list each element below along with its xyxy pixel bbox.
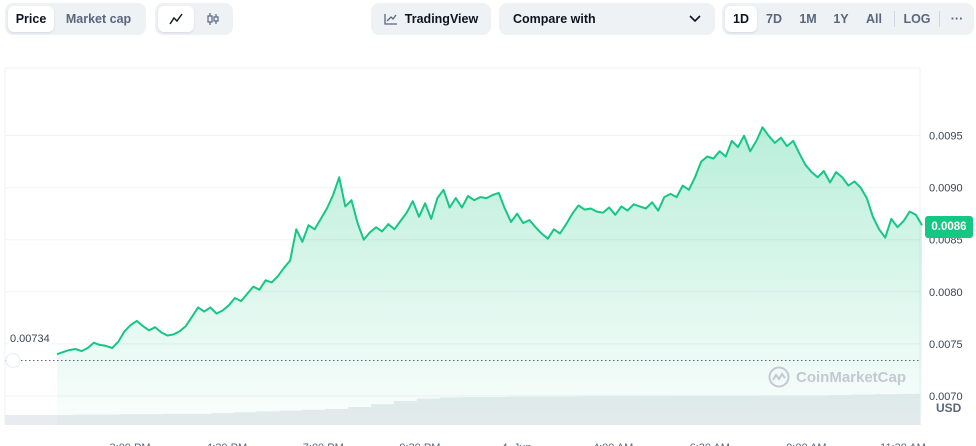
x-tick-label: 9:00 AM (786, 442, 826, 446)
x-tick-label: 4. Jun (502, 442, 532, 446)
log-scale-button[interactable]: LOG (903, 12, 931, 26)
toolbar-divider (894, 11, 895, 27)
y-tick-label: 0.0075 (929, 339, 963, 351)
chart-style-switch (155, 3, 233, 35)
toolbar-divider (939, 11, 940, 27)
range-7d-button[interactable]: 7D (766, 12, 782, 26)
x-tick-label: 11:30 AM (880, 442, 926, 446)
x-axis-ticks: 3:00 PM 4:30 PM 7:00 PM 9:30 PM 4. Jun 4:00 A… (110, 442, 926, 446)
x-tick-label: 9:30 PM (399, 442, 440, 446)
chart-type-switch: Price Market cap (5, 3, 146, 35)
candlestick-icon (207, 13, 219, 25)
x-tick-label: 4:30 PM (206, 442, 247, 446)
range-all-button[interactable]: All (866, 12, 882, 26)
compare-with-select[interactable]: Compare with (499, 3, 715, 35)
tab-price[interactable]: Price (8, 6, 54, 32)
tradingview-button[interactable]: TradingView (371, 3, 491, 35)
open-price-label: 0.00734 (8, 333, 52, 345)
range-1m-button[interactable]: 1M (799, 12, 817, 26)
currency-label: USD (936, 401, 962, 415)
range-1y-button[interactable]: 1Y (833, 12, 849, 26)
time-range-switch: 1D 7D 1M 1Y All LOG ··· (722, 3, 974, 35)
current-price-badge: 0.0086 (925, 216, 973, 239)
watermark-text: CoinMarketCap (796, 368, 907, 386)
volume-bar (5, 415, 29, 425)
line-chart-button[interactable] (158, 6, 194, 32)
x-tick-label: 3:00 PM (110, 442, 151, 446)
tab-market-cap[interactable]: Market cap (65, 12, 132, 26)
series-start-marker (5, 352, 21, 369)
x-tick-label: 7:00 PM (303, 442, 344, 446)
chevron-down-icon (689, 15, 701, 23)
x-tick-label: 4:00 AM (593, 442, 633, 446)
price-line (56, 126, 923, 356)
x-tick-label: 6:30 AM (690, 442, 730, 446)
compare-with-label: Compare with (513, 12, 596, 26)
y-tick-label: 0.0095 (929, 131, 963, 143)
y-tick-label: 0.0080 (929, 287, 963, 299)
volume-bar (27, 415, 52, 425)
candlestick-button[interactable] (196, 6, 230, 32)
line-chart-icon (169, 13, 183, 25)
tradingview-icon (384, 14, 397, 25)
coinmarketcap-watermark: CoinMarketCap (768, 366, 906, 388)
price-area (57, 127, 922, 426)
coinmarketcap-logo-icon (768, 366, 790, 388)
range-1d-button[interactable]: 1D (725, 6, 757, 32)
y-tick-label: 0.0070 (929, 391, 963, 403)
more-options-button[interactable]: ··· (950, 12, 964, 26)
chart-toolbar: Price Market cap TradingView Compare wit… (0, 3, 976, 35)
y-tick-label: 0.0090 (929, 183, 963, 195)
tradingview-label: TradingView (404, 12, 479, 26)
